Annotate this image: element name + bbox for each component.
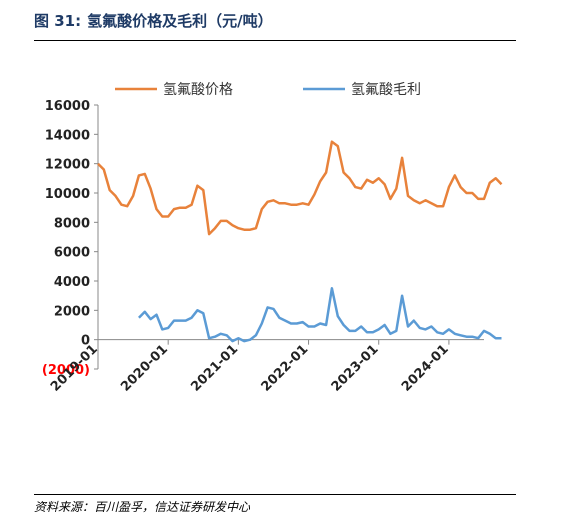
x-tick-label: 2024-01 bbox=[399, 342, 452, 395]
y-tick-label: 4000 bbox=[54, 275, 90, 290]
legend-label-price: 氢氟酸价格 bbox=[163, 82, 233, 98]
x-tick-label: 2022-01 bbox=[259, 342, 312, 395]
y-tick-label: (2000) bbox=[42, 363, 90, 378]
y-tick-label: 8000 bbox=[54, 216, 90, 231]
x-tick-label: 2020-01 bbox=[118, 342, 171, 395]
legend-label-margin: 氢氟酸毛利 bbox=[351, 82, 421, 98]
plot-area bbox=[97, 140, 503, 343]
series-line-price bbox=[97, 140, 503, 236]
y-tick-label: 2000 bbox=[54, 304, 90, 319]
y-tick-label: 6000 bbox=[54, 246, 90, 261]
y-tick-label: 14000 bbox=[45, 128, 90, 143]
figure-label: 图 31: bbox=[34, 12, 82, 30]
title-divider bbox=[34, 40, 516, 41]
y-tick-label: 16000 bbox=[45, 99, 90, 114]
y-tick-label: 0 bbox=[81, 334, 90, 349]
y-tick-label: 10000 bbox=[45, 187, 90, 202]
source-divider bbox=[34, 494, 516, 495]
x-tick-label: 2023-01 bbox=[329, 342, 382, 395]
figure-title-text: 氢氟酸价格及毛利（元/吨） bbox=[87, 12, 273, 30]
series-line-margin bbox=[138, 287, 502, 343]
y-tick-label: 12000 bbox=[45, 158, 90, 173]
x-tick-label: 2021-01 bbox=[188, 342, 241, 395]
source-note: 资料来源：百川盈孚，信达证券研发中心 bbox=[34, 500, 251, 514]
chart-axes: 16000 14000 12000 10000 8000 6000 4000 2000 0 (20… bbox=[42, 99, 484, 395]
figure-title: 图 31: 氢氟酸价格及毛利（元/吨） bbox=[34, 10, 279, 31]
chart-legend: 氢氟酸价格 氢氟酸毛利 bbox=[115, 82, 421, 98]
